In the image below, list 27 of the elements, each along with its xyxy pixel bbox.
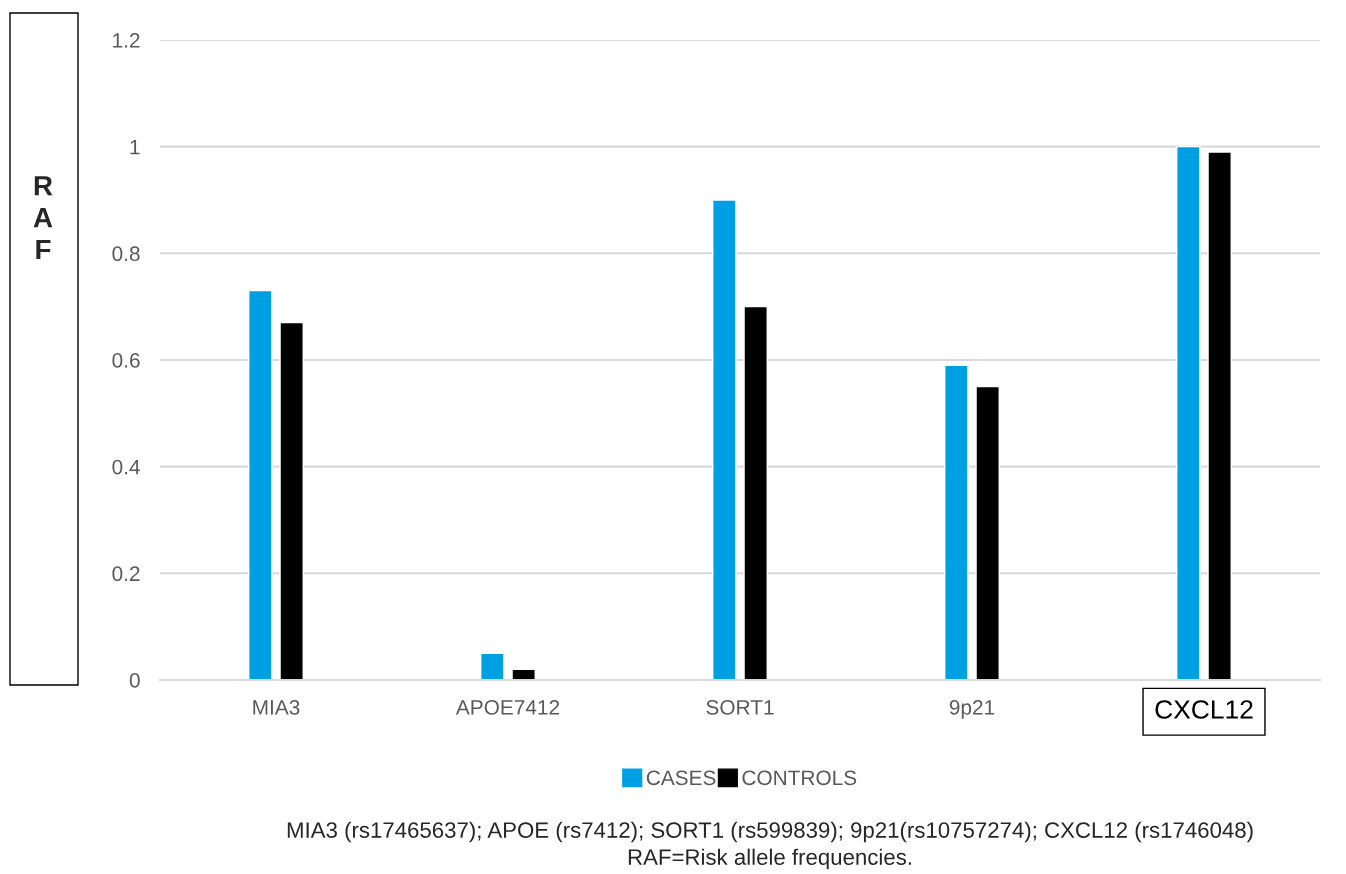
bar (511, 668, 536, 680)
bar (743, 305, 768, 680)
y-tick-label: 0 (129, 673, 140, 688)
y-tick-label: 1.2 (113, 33, 140, 48)
text: RAF=Risk allele frequencies. (628, 848, 911, 870)
x-tick-label: APOE7412 (455, 699, 560, 715)
y-tick-label: 0.2 (112, 566, 140, 582)
y-tick-label: 1 (130, 139, 140, 155)
x-tick-label: 9p21 (949, 699, 995, 719)
bar (1207, 151, 1232, 680)
text: MIA3 (rs17465637); APOE (rs7412); SORT1 (rs599839); 9p21(rs10757274); CXCL12 (rs1746048) (287, 821, 1253, 843)
bar (279, 321, 304, 680)
bar (712, 199, 737, 680)
y-tick-label: 0.4 (112, 459, 140, 475)
bar (480, 652, 505, 680)
x-tick-label: SORT1 (706, 699, 774, 715)
bar (1176, 145, 1201, 680)
x-tick-label: CXCL12 (1155, 700, 1253, 719)
bar (248, 289, 273, 680)
x-tick-label: MIA3 (253, 699, 300, 715)
y-tick-label: 0.8 (112, 246, 140, 262)
y-tick-label: 0.6 (112, 353, 140, 368)
bar (975, 385, 1000, 680)
legend-label: CONTROLS (742, 770, 857, 786)
legend-label: CASES (646, 770, 716, 786)
y-axis-title: RAF (33, 176, 53, 260)
bar (944, 364, 969, 680)
